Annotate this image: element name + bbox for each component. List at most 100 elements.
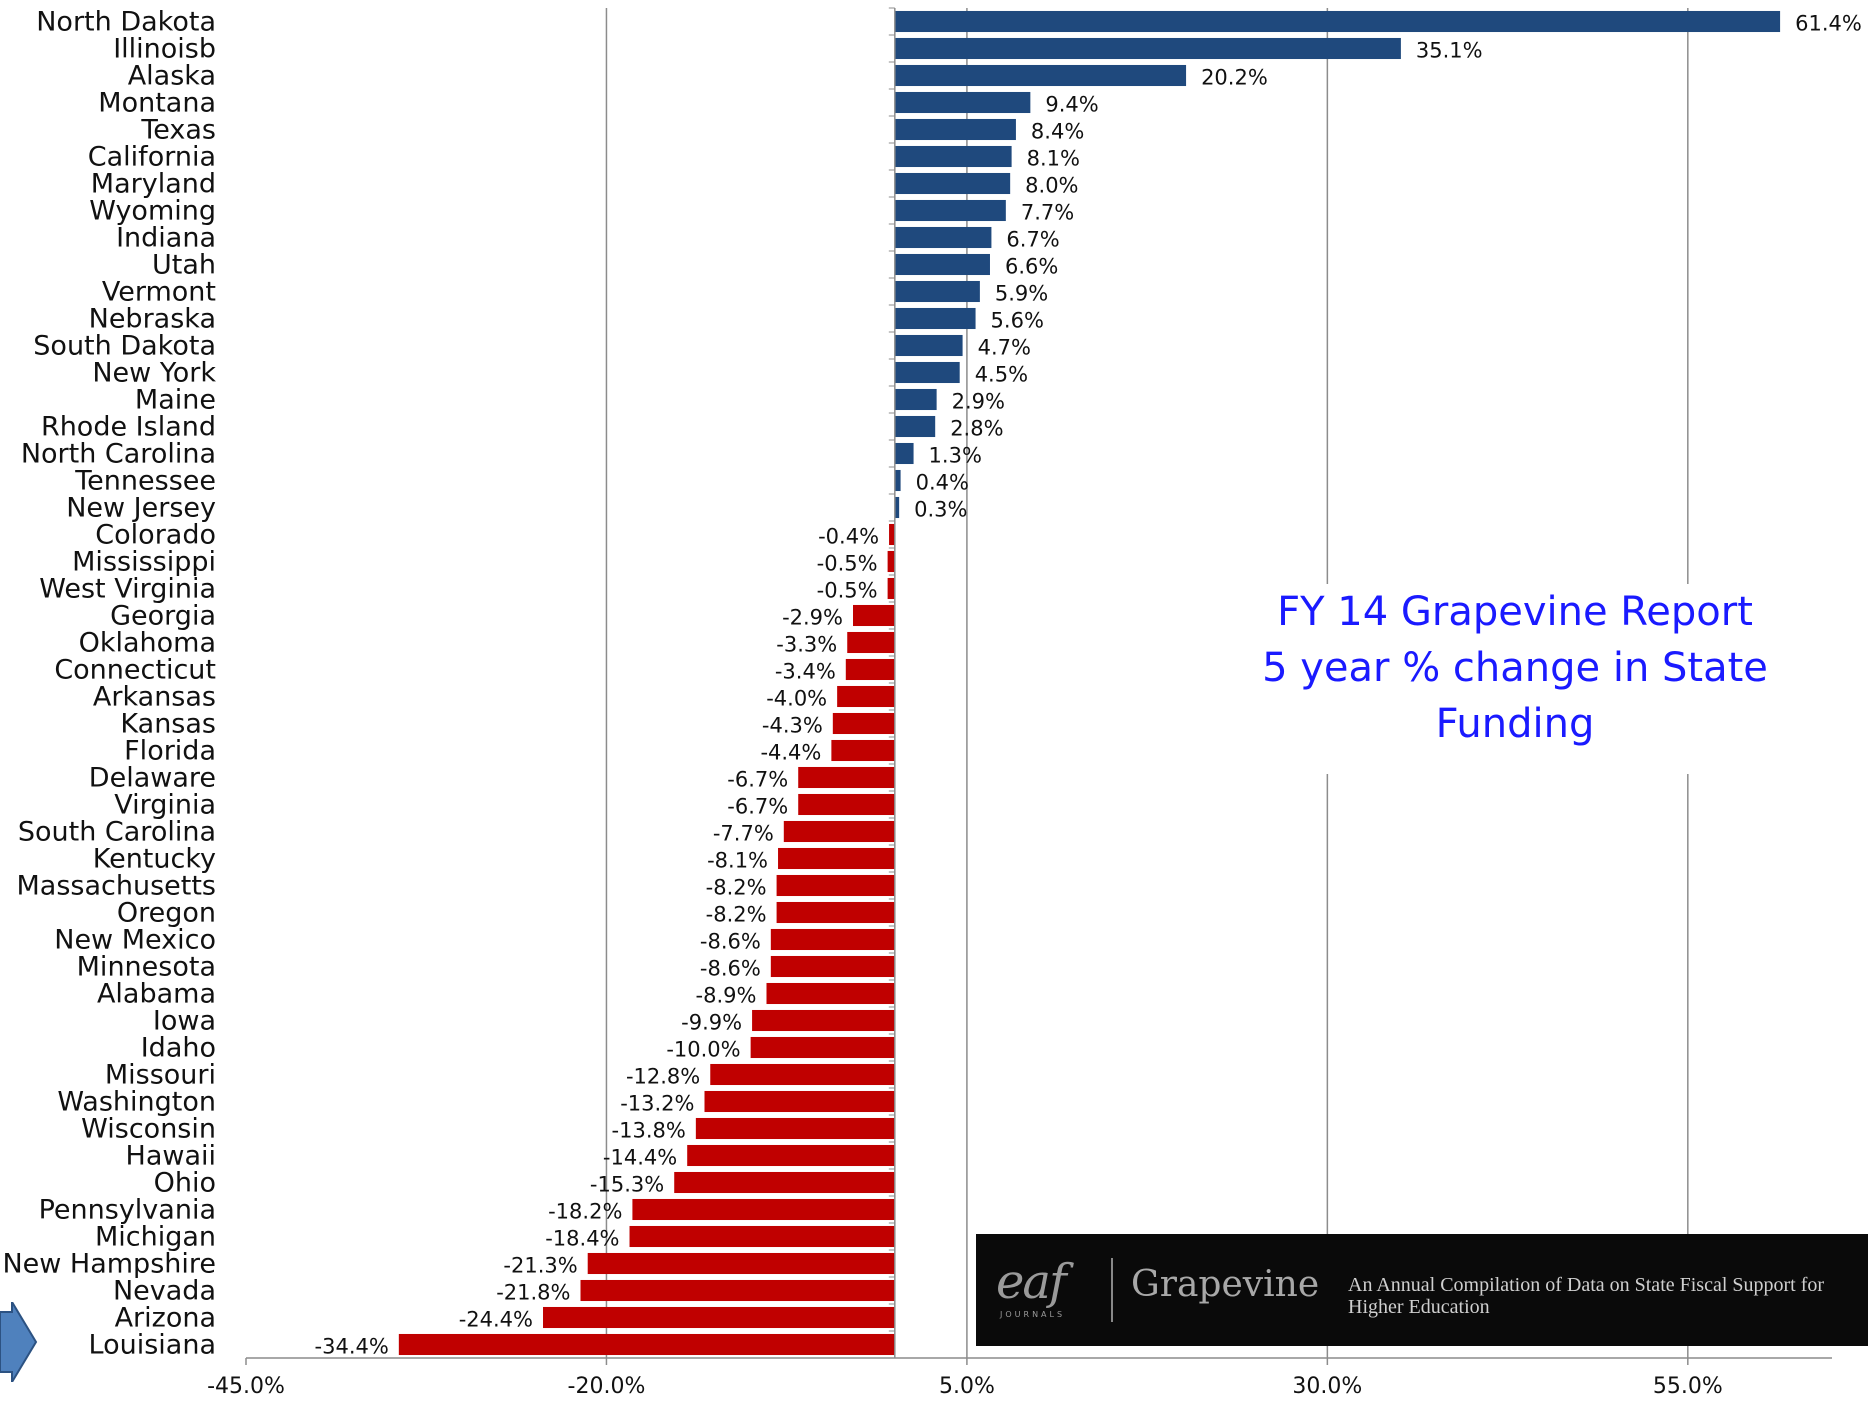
- category-label: North Dakota: [36, 7, 216, 38]
- value-label: -7.7%: [713, 822, 774, 846]
- bar: [752, 1009, 895, 1032]
- value-label: -4.3%: [762, 714, 823, 738]
- value-label: 5.9%: [995, 282, 1048, 306]
- value-label: -12.8%: [626, 1065, 700, 1089]
- value-label: -6.7%: [727, 768, 788, 792]
- category-label: Minnesota: [77, 952, 216, 983]
- value-label: 7.7%: [1021, 201, 1074, 225]
- bar: [894, 226, 992, 249]
- category-label: Washington: [57, 1087, 216, 1118]
- category-label: Wyoming: [89, 196, 216, 227]
- value-label: -8.2%: [706, 903, 767, 927]
- value-label: -4.4%: [760, 741, 821, 765]
- value-label: -15.3%: [590, 1173, 664, 1197]
- category-label: Kansas: [120, 709, 216, 740]
- value-label: 0.4%: [916, 471, 969, 495]
- value-label: -21.3%: [503, 1254, 577, 1278]
- bar: [580, 1279, 895, 1302]
- bar: [831, 739, 895, 762]
- value-label: -13.8%: [612, 1119, 686, 1143]
- bar: [894, 37, 1401, 60]
- value-label: -0.5%: [817, 579, 878, 603]
- bar: [687, 1144, 895, 1167]
- value-label: 4.5%: [975, 363, 1028, 387]
- bar: [398, 1333, 895, 1356]
- bar: [894, 10, 1781, 33]
- bar: [894, 361, 960, 384]
- category-label: Mississippi: [72, 547, 216, 578]
- category-label: Nebraska: [89, 304, 216, 335]
- value-label: -18.4%: [545, 1227, 619, 1251]
- bar: [894, 118, 1016, 141]
- bar: [887, 550, 895, 573]
- value-label: 1.3%: [929, 444, 982, 468]
- logo-sub: JOURNALS: [1000, 1310, 1066, 1319]
- category-label: New Mexico: [54, 925, 216, 956]
- bar: [832, 712, 895, 735]
- value-label: -13.2%: [620, 1092, 694, 1116]
- category-label: Utah: [152, 250, 216, 281]
- value-label: -6.7%: [727, 795, 788, 819]
- category-label: North Carolina: [21, 439, 216, 470]
- value-label: -18.2%: [548, 1200, 622, 1224]
- bar: [776, 874, 895, 897]
- value-label: 6.6%: [1005, 255, 1058, 279]
- category-label: Iowa: [153, 1006, 216, 1037]
- category-label: South Dakota: [33, 331, 216, 362]
- category-label: Florida: [124, 736, 216, 767]
- arrow-right-icon[interactable]: [0, 1302, 40, 1382]
- value-label: -14.4%: [603, 1146, 677, 1170]
- value-label: 2.9%: [952, 390, 1005, 414]
- chart-title-line-3: Funding: [1435, 701, 1595, 747]
- bar: [853, 604, 895, 627]
- value-label: 6.7%: [1006, 228, 1059, 252]
- category-label: New York: [92, 358, 216, 389]
- category-label: Tennessee: [74, 466, 216, 497]
- bar: [632, 1198, 895, 1221]
- category-label: Missouri: [105, 1060, 216, 1091]
- category-label: Indiana: [116, 223, 216, 254]
- value-label: -34.4%: [315, 1335, 389, 1359]
- brand-name: Grapevine: [1131, 1264, 1320, 1305]
- logo-text: eaf: [996, 1254, 1067, 1310]
- category-label: Wisconsin: [81, 1114, 216, 1145]
- value-label: -3.4%: [775, 660, 836, 684]
- value-label: -0.5%: [817, 552, 878, 576]
- bar: [783, 820, 895, 843]
- bar: [894, 64, 1187, 87]
- bar: [798, 793, 895, 816]
- bar: [894, 442, 914, 465]
- category-label: Oklahoma: [79, 628, 216, 659]
- category-label: Rhode Island: [41, 412, 216, 443]
- value-label: 0.3%: [914, 498, 967, 522]
- bar: [704, 1090, 895, 1113]
- bar: [889, 523, 895, 546]
- category-label: New Jersey: [66, 493, 216, 524]
- value-label: -10.0%: [666, 1038, 740, 1062]
- bar: [837, 685, 895, 708]
- category-label: Ohio: [154, 1168, 216, 1199]
- brand-tagline: An Annual Compilation of Data on State F…: [1348, 1274, 1825, 1318]
- category-label: Delaware: [89, 763, 216, 794]
- bar: [695, 1117, 895, 1140]
- category-label: New Hampshire: [2, 1249, 216, 1280]
- x-tick-label: 5.0%: [939, 1374, 995, 1399]
- value-label: -9.9%: [681, 1011, 742, 1035]
- bar: [894, 415, 936, 438]
- bars: [398, 10, 1781, 1356]
- category-label: Pennsylvania: [39, 1195, 216, 1226]
- category-label: Massachusetts: [16, 871, 216, 902]
- bar: [770, 928, 895, 951]
- category-label: Texas: [140, 115, 216, 146]
- category-label: Georgia: [110, 601, 216, 632]
- bar: [894, 388, 937, 411]
- value-label: 35.1%: [1416, 39, 1483, 63]
- value-label: -4.0%: [766, 687, 827, 711]
- bar: [629, 1225, 895, 1248]
- grapevine-banner: eaf JOURNALS Grapevine An Annual Compila…: [976, 1234, 1868, 1346]
- bar: [778, 847, 895, 870]
- bar: [587, 1252, 895, 1275]
- value-label: -21.8%: [496, 1281, 570, 1305]
- bar: [770, 955, 895, 978]
- category-label: Arkansas: [93, 682, 216, 713]
